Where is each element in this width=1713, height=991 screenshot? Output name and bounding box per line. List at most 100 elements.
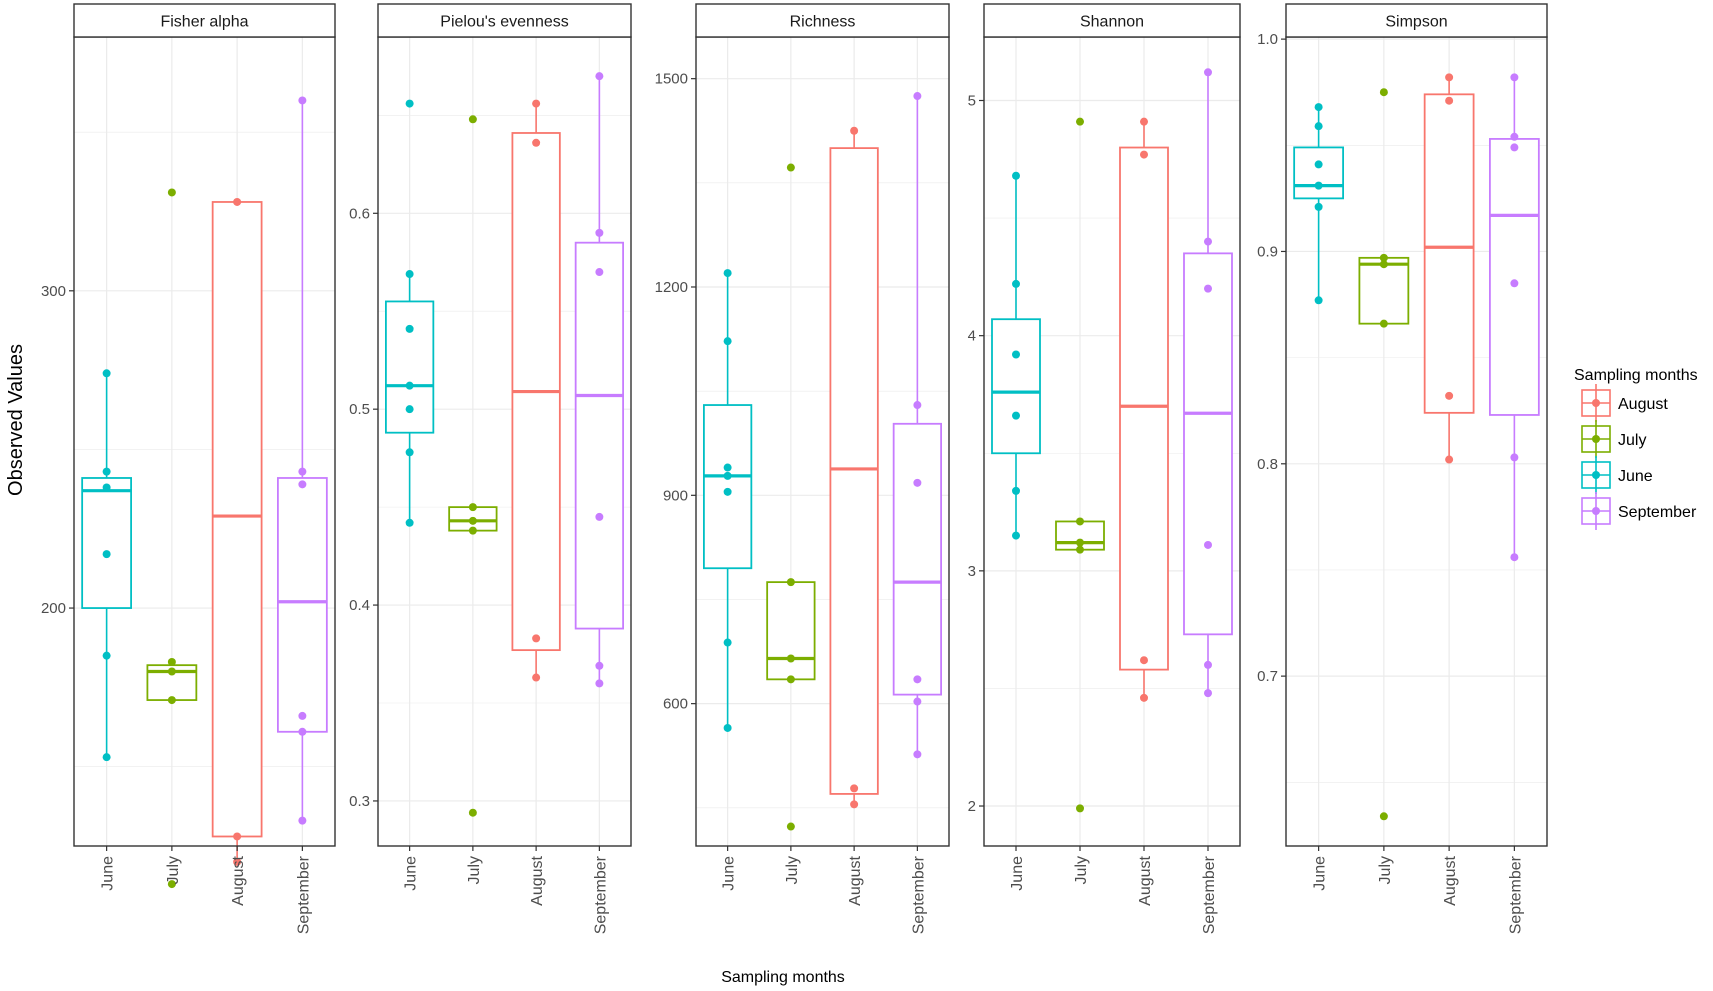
x-tick-label: September: [295, 855, 312, 934]
data-point: [1076, 538, 1084, 547]
x-axis: June July August September: [721, 846, 927, 934]
y-axis: 0.7 0.8 0.9 1.0: [1257, 31, 1286, 685]
data-point: [786, 578, 795, 587]
data-point: [468, 516, 477, 525]
box-july: [146, 188, 198, 889]
data-point: [405, 518, 414, 527]
legend-item-july: July: [1581, 420, 1646, 458]
data-point: [102, 467, 111, 476]
data-point: [1314, 181, 1323, 190]
data-point: [233, 832, 242, 841]
box-august: [211, 197, 263, 866]
box-iqr: [1423, 93, 1475, 414]
panel-fisher-alpha: Fisher alpha 200 300 June July August Septembe…: [41, 3, 336, 934]
data-point: [167, 657, 176, 666]
data-point: [1204, 284, 1212, 293]
data-point: [405, 381, 414, 390]
data-point: [532, 138, 541, 147]
panel-shannon: Shannon 2 3 4 5 June July August September: [968, 3, 1241, 934]
data-point: [1204, 68, 1212, 77]
x-tick-label: July: [466, 856, 483, 884]
data-point: [1379, 260, 1388, 269]
y-tick-label: 900: [663, 487, 688, 504]
box-september: [574, 72, 624, 688]
x-tick-label: September: [910, 855, 927, 934]
box-september: [892, 92, 942, 759]
y-axis: 0.3 0.4 0.5 0.6: [349, 205, 378, 810]
data-point: [1314, 160, 1323, 169]
data-point: [1314, 202, 1323, 211]
x-tick-label: June: [100, 856, 117, 891]
data-point: [786, 675, 795, 684]
box-july: [448, 115, 498, 817]
legend-item-august: August: [1581, 384, 1668, 422]
y-tick-label: 1.0: [1257, 31, 1278, 48]
x-tick-label: July: [165, 856, 182, 884]
x-tick-label: June: [403, 856, 420, 891]
data-point: [102, 550, 111, 559]
y-tick-label: 1500: [655, 71, 688, 88]
data-point: [1140, 150, 1148, 159]
data-point: [1204, 237, 1212, 246]
legend-item-september: September: [1581, 492, 1697, 530]
facet-strip: [1285, 3, 1548, 38]
x-tick-label: June: [721, 856, 738, 891]
data-point: [233, 197, 242, 206]
legend: Sampling months August July June September: [1574, 367, 1698, 530]
data-point: [1379, 253, 1388, 262]
box-iqr: [1293, 146, 1344, 200]
data-point: [1012, 279, 1020, 288]
box-iqr: [766, 581, 816, 681]
data-point: [405, 270, 414, 279]
box-iqr: [1119, 146, 1169, 671]
data-point: [786, 654, 795, 663]
facet-title: Richness: [790, 14, 856, 31]
panel-richness: Richness 600 900 1200 1500 June July August Sept…: [655, 3, 950, 934]
data-point: [723, 463, 732, 472]
data-point: [850, 126, 859, 135]
facet-title: Simpson: [1385, 14, 1447, 31]
y-tick-label: 5: [968, 92, 976, 109]
box-august: [511, 99, 561, 682]
box-iqr: [892, 422, 942, 696]
facet-strip: [377, 3, 632, 38]
y-axis: 600 900 1200 1500: [655, 71, 696, 713]
box-august: [1119, 117, 1169, 702]
x-axis: June July August September: [403, 846, 609, 934]
box-june: [385, 99, 435, 527]
box-iqr: [991, 318, 1041, 455]
data-point: [913, 675, 922, 684]
data-point: [298, 467, 307, 476]
data-point: [298, 96, 307, 105]
box-iqr: [1358, 256, 1410, 325]
data-point: [913, 92, 922, 101]
data-point: [167, 696, 176, 705]
y-tick-label: 4: [968, 328, 976, 345]
data-point: [1012, 486, 1020, 495]
data-point: [468, 115, 477, 124]
x-tick-label: August: [847, 855, 864, 905]
data-point: [468, 808, 477, 817]
data-point: [1204, 540, 1212, 549]
box-june: [703, 269, 753, 732]
legend-item-june: June: [1581, 456, 1653, 494]
box-june: [1293, 103, 1344, 305]
data-point: [102, 651, 111, 660]
data-point: [1076, 804, 1084, 813]
data-point: [1076, 117, 1084, 126]
data-point: [786, 163, 795, 172]
y-tick-label: 0.7: [1257, 668, 1278, 685]
data-point: [102, 483, 111, 492]
data-point: [532, 99, 541, 108]
data-point: [1012, 411, 1020, 420]
facet-strip: [983, 3, 1241, 38]
data-point: [167, 188, 176, 197]
data-point: [1012, 171, 1020, 180]
legend-label: August: [1618, 396, 1668, 413]
data-point: [1012, 350, 1020, 359]
data-point: [1379, 88, 1388, 97]
box-iqr: [703, 404, 753, 570]
y-axis: 200 300: [41, 283, 74, 617]
box-iqr: [277, 477, 328, 733]
